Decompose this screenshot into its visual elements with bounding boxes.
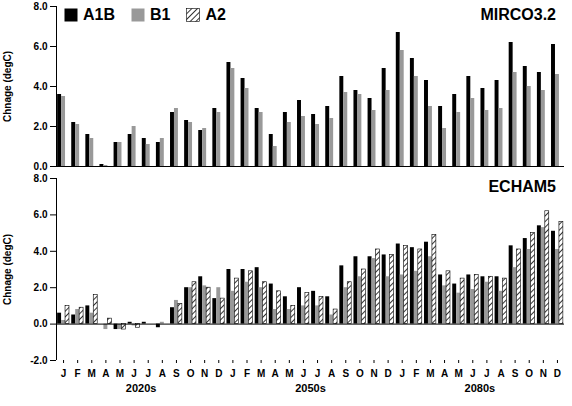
svg-text:A: A (102, 368, 109, 379)
svg-text:0.0: 0.0 (34, 161, 48, 172)
html-text:A2: A2 (205, 6, 226, 23)
svg-text:A: A (272, 368, 279, 379)
svg-text:D: D (554, 368, 561, 379)
svg-text:S: S (173, 368, 180, 379)
svg-text:A: A (328, 368, 335, 379)
svg-text:M: M (257, 368, 265, 379)
svg-text:F: F (244, 368, 250, 379)
svg-text:A: A (159, 368, 166, 379)
html-text:ECHAM5: ECHAM5 (488, 178, 556, 195)
svg-text:O: O (356, 368, 364, 379)
svg-text:F: F (413, 368, 419, 379)
svg-text:0.0: 0.0 (34, 318, 48, 329)
svg-text:2.0: 2.0 (34, 121, 48, 132)
svg-text:M: M (426, 368, 434, 379)
svg-text:A: A (497, 368, 504, 379)
html-text:A1B: A1B (83, 6, 115, 23)
html-text:MIRCO3.2: MIRCO3.2 (480, 6, 556, 23)
svg-text:J: J (131, 368, 137, 379)
svg-text:J: J (315, 368, 321, 379)
svg-text:N: N (370, 368, 377, 379)
svg-text:4.0: 4.0 (34, 246, 48, 257)
svg-text:8.0: 8.0 (34, 173, 48, 184)
svg-text:J: J (399, 368, 405, 379)
svg-text:2080s: 2080s (465, 382, 496, 394)
svg-text:6.0: 6.0 (34, 41, 48, 52)
svg-text:O: O (187, 368, 195, 379)
svg-text:N: N (540, 368, 547, 379)
svg-text:-2.0: -2.0 (30, 355, 48, 366)
svg-text:Chnage (degC): Chnage (degC) (2, 51, 13, 122)
svg-text:D: D (384, 368, 391, 379)
svg-text:A: A (441, 368, 448, 379)
svg-text:J: J (301, 368, 307, 379)
svg-text:O: O (525, 368, 533, 379)
svg-text:2020s: 2020s (126, 382, 157, 394)
svg-text:J: J (470, 368, 476, 379)
svg-text:S: S (342, 368, 349, 379)
svg-text:F: F (75, 368, 81, 379)
svg-text:J: J (230, 368, 236, 379)
svg-text:Chnage (degC): Chnage (degC) (2, 234, 13, 305)
svg-text:N: N (201, 368, 208, 379)
svg-text:2.0: 2.0 (34, 282, 48, 293)
svg-text:J: J (484, 368, 490, 379)
svg-text:4.0: 4.0 (34, 81, 48, 92)
svg-text:M: M (116, 368, 124, 379)
svg-text:S: S (512, 368, 519, 379)
svg-text:D: D (215, 368, 222, 379)
svg-text:M: M (454, 368, 462, 379)
svg-text:J: J (61, 368, 67, 379)
svg-text:2050s: 2050s (295, 382, 326, 394)
svg-text:M: M (88, 368, 96, 379)
svg-text:M: M (285, 368, 293, 379)
html-text:B1: B1 (150, 6, 171, 23)
svg-text:8.0: 8.0 (34, 1, 48, 12)
svg-text:6.0: 6.0 (34, 209, 48, 220)
svg-text:J: J (145, 368, 151, 379)
